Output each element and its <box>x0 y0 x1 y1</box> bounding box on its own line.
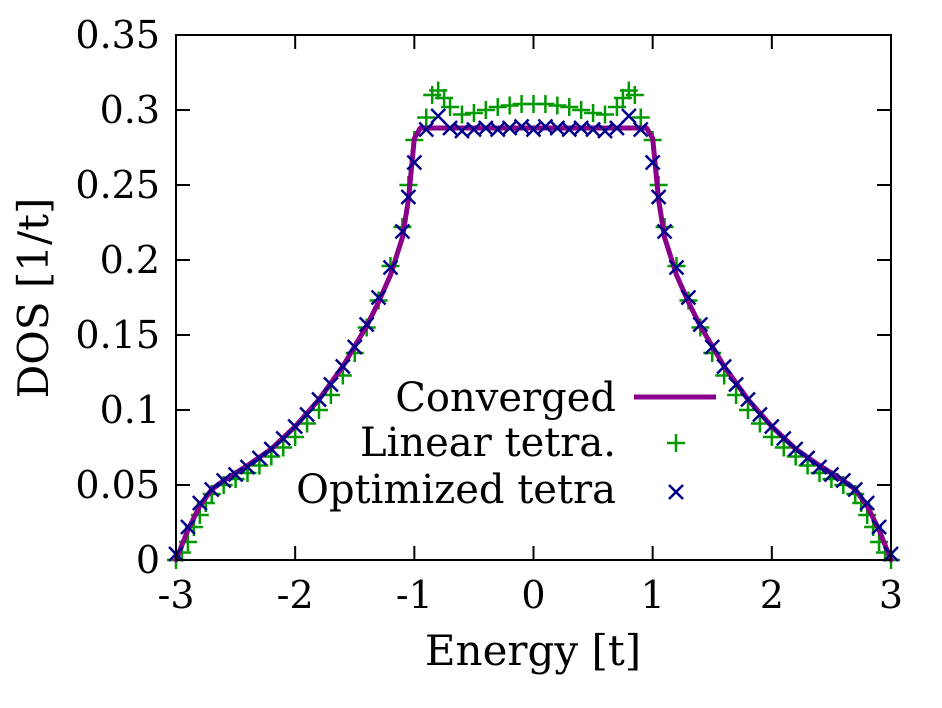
data-point <box>620 108 637 124</box>
legend-label-optimized-tetra: Optimized tetra <box>296 467 616 513</box>
data-point <box>525 121 542 138</box>
tick-labels-layer: -3 -2 -1 0 1 2 3 0 0.05 0.1 0.15 0.2 0.25 0.3 0.35 <box>75 13 903 617</box>
y-tick-label: 0.2 <box>100 238 160 282</box>
data-point <box>394 223 411 240</box>
y-tick-label: 0.15 <box>75 313 160 357</box>
x-tick-label: 1 <box>641 573 665 617</box>
data-point <box>704 339 721 355</box>
data-point <box>358 316 375 333</box>
data-point <box>180 519 196 535</box>
data-point <box>453 105 471 124</box>
data-point <box>442 120 458 136</box>
data-point <box>418 121 435 138</box>
data-point <box>191 495 208 511</box>
data-point <box>500 96 519 115</box>
data-point <box>740 391 756 408</box>
x-tick-label: -1 <box>396 573 433 617</box>
data-point <box>417 108 436 127</box>
data-point <box>274 438 293 457</box>
data-point <box>871 519 887 535</box>
data-point <box>323 376 339 393</box>
data-point <box>430 108 447 124</box>
data-point <box>763 418 780 435</box>
y-tick-label: 0.3 <box>100 88 160 132</box>
data-point <box>275 430 292 447</box>
data-point <box>548 96 567 115</box>
data-point <box>584 104 603 122</box>
data-point <box>787 441 804 457</box>
data-point <box>609 120 625 136</box>
data-point <box>572 101 591 119</box>
legend: Converged Linear tetra. Optimized tetra <box>296 375 716 513</box>
y-tick-label: 0.1 <box>100 388 160 432</box>
data-point <box>311 391 327 408</box>
legend-swatch-optimized-tetra <box>668 484 684 500</box>
data-point <box>400 189 417 205</box>
data-point <box>370 289 387 306</box>
data-point <box>560 98 579 116</box>
data-point <box>799 450 816 466</box>
x-tick-label: -2 <box>277 573 314 617</box>
data-point <box>716 358 733 375</box>
data-point <box>692 316 709 333</box>
x-axis-title: Energy [t] <box>425 626 641 675</box>
data-point <box>631 108 650 127</box>
data-point <box>752 406 768 423</box>
data-point <box>859 495 876 511</box>
data-point <box>835 472 852 489</box>
data-point <box>287 418 304 435</box>
data-point <box>299 406 315 423</box>
data-point <box>513 118 530 135</box>
data-point <box>680 289 697 306</box>
data-point <box>656 223 673 240</box>
data-point <box>597 123 613 139</box>
y-tick-label: 0.25 <box>75 163 160 207</box>
data-point <box>774 438 793 457</box>
data-point <box>286 428 305 446</box>
data-point <box>334 358 351 375</box>
data-point <box>488 98 507 116</box>
legend-swatch-linear-tetra <box>667 434 685 452</box>
data-point <box>464 104 483 122</box>
data-point <box>536 95 555 113</box>
data-point <box>382 259 399 276</box>
data-point <box>596 105 614 124</box>
data-point <box>215 472 232 489</box>
data-point <box>650 189 667 205</box>
data-point <box>847 481 864 498</box>
legend-label-converged: Converged <box>395 375 616 421</box>
x-tick-label: 2 <box>760 573 784 617</box>
data-point <box>644 154 661 171</box>
data-point <box>823 466 840 483</box>
data-point <box>441 98 460 116</box>
x-tick-label: 3 <box>879 573 903 617</box>
legend-label-linear-tetra: Linear tetra. <box>360 420 616 466</box>
ticks-layer <box>175 34 892 561</box>
data-point <box>625 86 644 104</box>
data-point <box>227 466 244 483</box>
data-point <box>346 339 363 355</box>
y-tick-label: 0 <box>136 538 160 582</box>
data-point <box>762 428 781 446</box>
data-point <box>811 459 828 475</box>
series-optimized-tetra <box>168 108 899 562</box>
data-point <box>728 376 744 393</box>
x-tick-label: 0 <box>521 573 545 617</box>
y-tick-label: 0.05 <box>75 463 160 507</box>
data-point <box>203 481 220 498</box>
data-point <box>251 450 268 466</box>
data-point <box>476 101 495 119</box>
y-axis-title: DOS [1/t] <box>9 198 58 399</box>
data-point <box>406 154 423 171</box>
data-point <box>239 459 256 475</box>
x-tick-label: -3 <box>157 573 194 617</box>
data-point <box>632 121 649 138</box>
data-point <box>668 259 685 276</box>
y-tick-label: 0.35 <box>75 13 160 57</box>
